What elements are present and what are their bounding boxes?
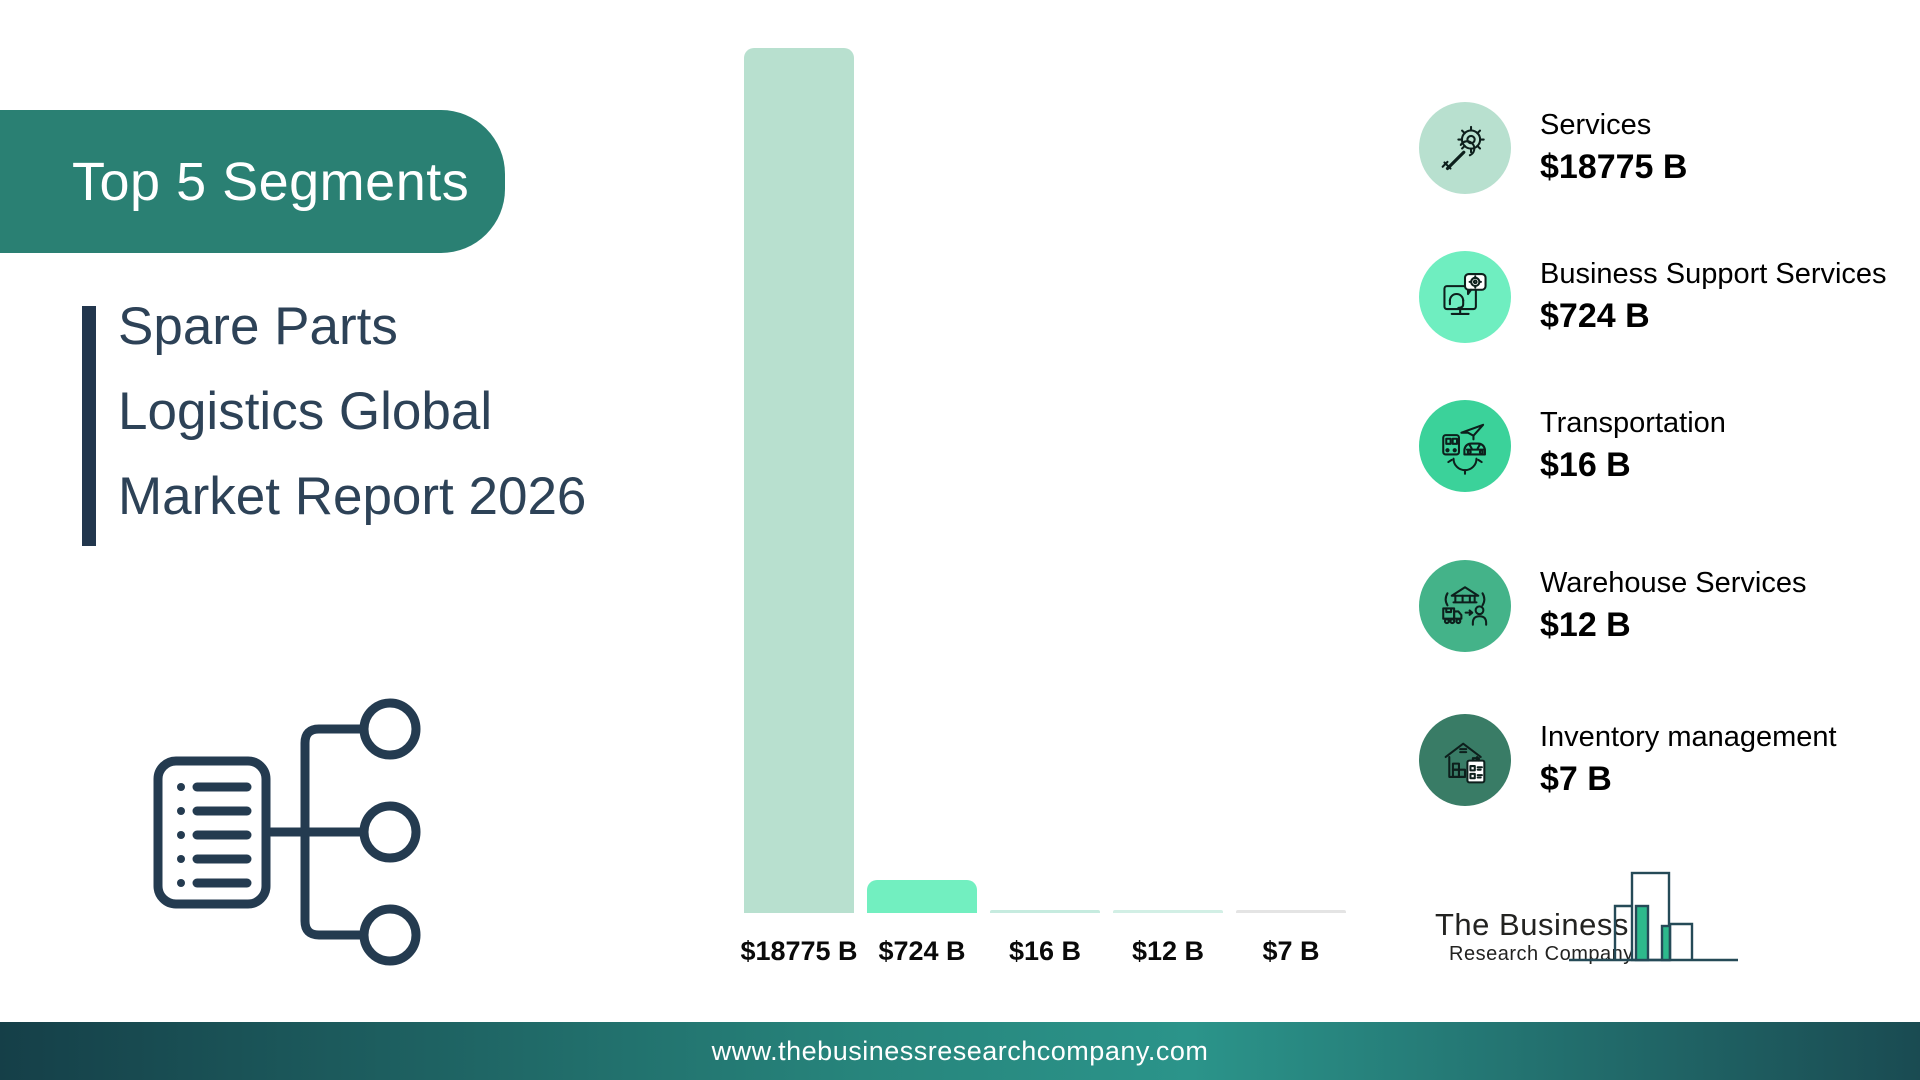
bar-business-support-services: [867, 880, 977, 913]
badge-label: Top 5 Segments: [72, 151, 470, 212]
footer-url: www.thebusinessresearchcompany.com: [711, 1035, 1209, 1066]
legend-label: Inventory management: [1540, 720, 1837, 753]
bar-value-label: $12 B: [1131, 936, 1205, 966]
legend-item-inventory-management: Inventory management $7 B: [1419, 714, 1837, 806]
legend-label: Warehouse Services: [1540, 566, 1807, 599]
company-logo: The Business Research Company: [1425, 855, 1755, 980]
bar-value-label: $16 B: [1008, 936, 1082, 966]
title-accent-bar: [82, 306, 96, 546]
bar-inventory-management: [1236, 910, 1346, 913]
logo-name: The Business: [1435, 907, 1629, 942]
segments-tree-icon: [150, 697, 440, 977]
legend-item-warehouse-services: Warehouse Services $12 B: [1419, 560, 1806, 652]
legend-value: $16 B: [1540, 446, 1631, 485]
bar-value-labels: $18775 B $724 B $16 B $12 B $7 B: [740, 936, 1346, 967]
logo-bars-icon: [1569, 871, 1738, 962]
services-icon: [1441, 125, 1485, 171]
legend-label: Business Support Services: [1540, 257, 1887, 290]
legend-label: Transportation: [1540, 406, 1726, 439]
legend-item-services: Services $18775 B: [1419, 102, 1687, 194]
legend-item-transportation: Transportation $16 B: [1419, 400, 1726, 492]
legend-label: Services: [1540, 108, 1652, 141]
bar-value-label: $7 B: [1262, 936, 1320, 966]
legend: Services $18775 B Business Support Serv: [1419, 0, 1920, 880]
legend-value: $18775 B: [1540, 148, 1688, 187]
transportation-icon: [1442, 423, 1486, 475]
inventory-management-icon: [1444, 742, 1486, 784]
bar-services: [744, 48, 854, 913]
legend-value: $724 B: [1540, 297, 1650, 336]
top-segments-badge: Top 5 Segments: [0, 110, 505, 253]
bar-value-label: $724 B: [878, 936, 966, 966]
legend-item-business-support-services: Business Support Services $724 B: [1419, 251, 1887, 343]
report-title: Spare Parts Logistics Global Market Repo…: [118, 297, 587, 526]
legend-value: $7 B: [1540, 760, 1612, 799]
bar-chart: [744, 48, 1346, 913]
business-support-services-icon: [1443, 273, 1487, 315]
legend-value: $12 B: [1540, 606, 1631, 645]
bar-transportation: [990, 910, 1100, 913]
bar-value-label: $18775 B: [740, 936, 858, 966]
warehouse-services-icon: [1442, 586, 1488, 626]
bar-warehouse-services: [1113, 910, 1223, 913]
footer-banner: www.thebusinessresearchcompany.com: [0, 1022, 1920, 1080]
